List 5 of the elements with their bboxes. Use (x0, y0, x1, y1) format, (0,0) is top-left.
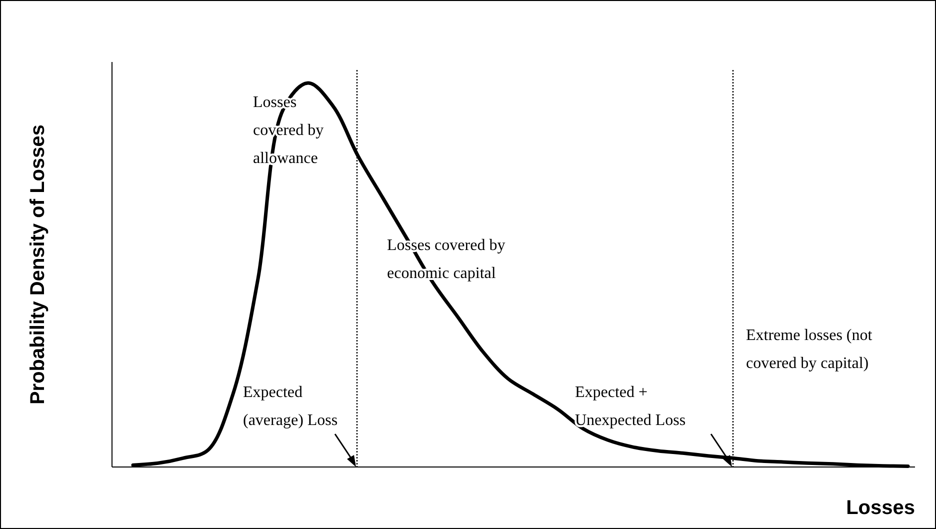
annotation: Extreme losses (not covered by capital) (746, 327, 873, 372)
annotation: Expected (average) Loss (243, 384, 338, 429)
annotation: Expected + Unexpected Loss (575, 384, 686, 429)
y-axis-title: Probability Density of Losses (27, 124, 49, 405)
x-axis-title: Losses (846, 497, 915, 519)
